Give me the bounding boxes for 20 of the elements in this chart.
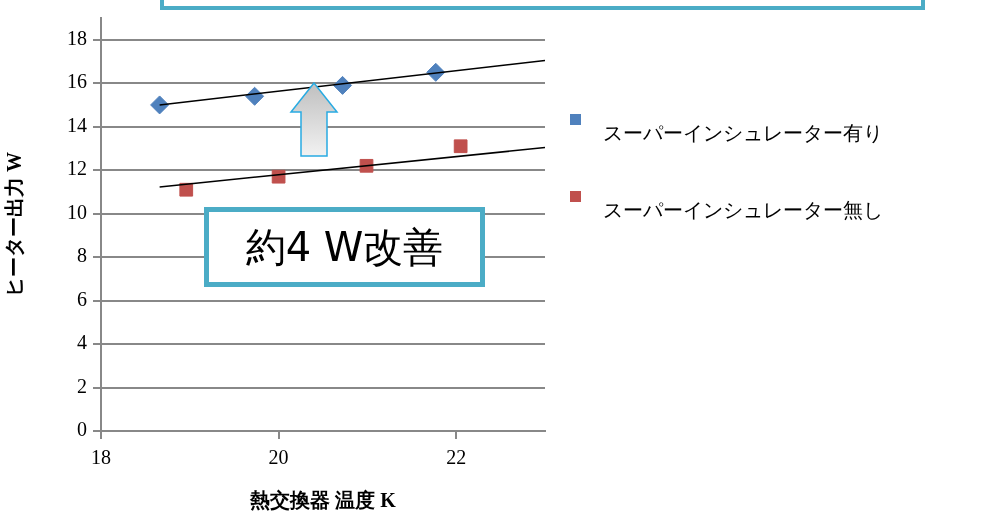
y-tick-label: 0 (77, 418, 87, 441)
y-tick-label: 16 (67, 70, 87, 93)
y-tick-label: 14 (67, 113, 87, 136)
legend-label: スーパーインシュレーター無し (603, 197, 883, 224)
x-axis-title: 熱交換器 温度 K (249, 489, 397, 512)
y-tick-label: 4 (77, 331, 87, 354)
legend-label: スーパーインシュレーター有り (603, 120, 883, 147)
point (453, 139, 468, 154)
point (150, 95, 170, 115)
y-tick-label: 8 (77, 244, 87, 267)
y-tick-label: 10 (67, 200, 87, 223)
y-tick-label: 18 (67, 26, 87, 49)
x-tick-label: 20 (268, 446, 289, 469)
x-tick-label: 18 (91, 446, 111, 469)
y-tick-label: 12 (67, 157, 87, 180)
y-tick-label: 6 (77, 287, 87, 310)
y-axis-title: ヒーター出力 W (3, 152, 26, 297)
y-tick-label: 2 (77, 374, 87, 397)
annotation: 約4 W改善 (204, 207, 485, 287)
x-tick-label: 22 (446, 446, 467, 469)
